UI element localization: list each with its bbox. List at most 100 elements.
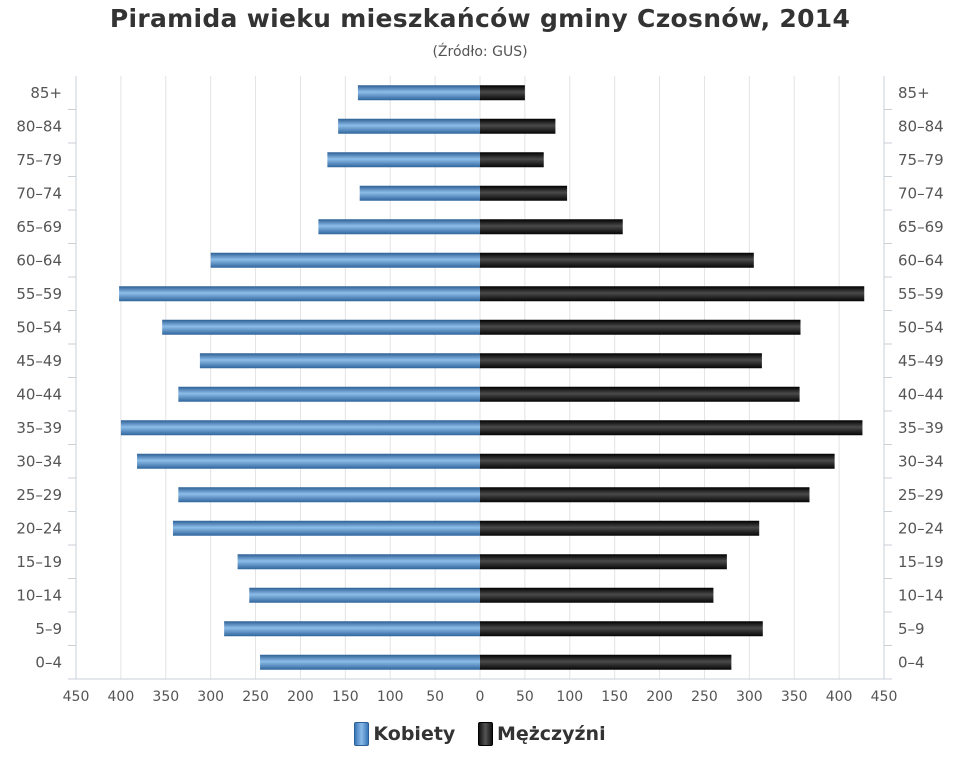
y-tick-label-left: 35–39 — [16, 419, 62, 437]
y-tick-label-right: 60–64 — [898, 251, 944, 269]
bar-female[interactable] — [260, 654, 480, 670]
y-tick-label-left: 85+ — [30, 84, 62, 102]
legend-swatch-male — [477, 722, 493, 746]
bar-female[interactable] — [359, 185, 480, 201]
bar-male[interactable] — [480, 152, 544, 168]
bar-male[interactable] — [480, 654, 732, 670]
y-tick-label-left: 0–4 — [35, 653, 62, 671]
y-tick-label-right: 85+ — [898, 84, 930, 102]
y-tick-label-left: 65–69 — [16, 218, 62, 236]
y-tick-label-right: 10–14 — [898, 586, 944, 604]
x-tick-label: 300 — [736, 689, 763, 705]
x-tick-label: 150 — [601, 689, 628, 705]
x-tick-label: 200 — [287, 689, 314, 705]
y-tick-label-left: 45–49 — [16, 352, 62, 370]
y-tick-label-right: 65–69 — [898, 218, 944, 236]
y-tick-label-right: 5–9 — [898, 620, 925, 638]
legend-label-male: Mężczyźni — [496, 723, 606, 745]
y-tick-label-left: 20–24 — [16, 519, 62, 537]
bar-male[interactable] — [480, 386, 800, 402]
bar-female[interactable] — [338, 118, 480, 134]
x-tick-label: 200 — [646, 689, 673, 705]
bar-male[interactable] — [480, 520, 760, 536]
x-tick-label: 250 — [691, 689, 718, 705]
x-tick-label: 250 — [242, 689, 269, 705]
legend-label-female: Kobiety — [373, 723, 456, 745]
y-tick-label-right: 0–4 — [898, 653, 925, 671]
y-tick-label-right: 25–29 — [898, 486, 944, 504]
y-tick-label-right: 35–39 — [898, 419, 944, 437]
bar-female[interactable] — [120, 420, 480, 436]
bar-female[interactable] — [249, 587, 480, 603]
bar-male[interactable] — [480, 252, 754, 268]
legend-swatch-female — [354, 722, 370, 746]
x-tick-label: 100 — [556, 689, 583, 705]
y-tick-label-right: 50–54 — [898, 318, 944, 336]
bar-female[interactable] — [119, 286, 481, 302]
bar-male[interactable] — [480, 353, 762, 369]
chart-title: Piramida wieku mieszkańców gminy Czosnów… — [109, 4, 851, 33]
x-tick-label: 450 — [63, 689, 90, 705]
legend-item-male[interactable]: Mężczyźni — [477, 722, 606, 746]
bar-female[interactable] — [199, 353, 481, 369]
x-tick-label: 350 — [781, 689, 808, 705]
bar-male[interactable] — [480, 185, 568, 201]
x-tick-label: 350 — [152, 689, 179, 705]
bar-male[interactable] — [480, 420, 863, 436]
y-tick-label-left: 50–54 — [16, 318, 62, 336]
x-tick-label: 400 — [108, 689, 135, 705]
bar-female[interactable] — [162, 319, 481, 335]
y-tick-label-left: 30–34 — [16, 452, 62, 470]
bar-male[interactable] — [480, 621, 763, 637]
y-tick-label-left: 60–64 — [16, 251, 62, 269]
x-tick-label: 300 — [197, 689, 224, 705]
bar-male[interactable] — [480, 118, 556, 134]
x-tick-label: 50 — [426, 689, 444, 705]
x-tick-label: 0 — [476, 689, 485, 705]
y-tick-label-right: 55–59 — [898, 285, 944, 303]
bar-female[interactable] — [172, 520, 480, 536]
bar-female[interactable] — [178, 487, 480, 503]
bar-male[interactable] — [480, 319, 801, 335]
bar-male[interactable] — [480, 286, 865, 302]
y-tick-label-left: 15–19 — [16, 553, 62, 571]
bar-female[interactable] — [178, 386, 480, 402]
bar-female[interactable] — [137, 453, 480, 469]
y-tick-label-right: 40–44 — [898, 385, 944, 403]
y-tick-label-right: 45–49 — [898, 352, 944, 370]
bar-female[interactable] — [210, 252, 480, 268]
bar-female[interactable] — [318, 219, 480, 235]
y-tick-label-left: 55–59 — [16, 285, 62, 303]
bar-male[interactable] — [480, 219, 623, 235]
x-tick-label: 50 — [516, 689, 534, 705]
y-tick-label-right: 75–79 — [898, 151, 944, 169]
x-tick-label: 100 — [377, 689, 404, 705]
y-tick-label-right: 80–84 — [898, 117, 944, 135]
bar-male[interactable] — [480, 587, 714, 603]
bar-female[interactable] — [237, 554, 480, 570]
bar-female[interactable] — [357, 85, 480, 101]
bar-male[interactable] — [480, 554, 727, 570]
bar-male[interactable] — [480, 453, 835, 469]
bar-male[interactable] — [480, 85, 525, 101]
legend-item-female[interactable]: Kobiety — [354, 722, 455, 746]
y-tick-label-left: 70–74 — [16, 184, 62, 202]
y-tick-label-right: 70–74 — [898, 184, 944, 202]
y-tick-label-left: 80–84 — [16, 117, 62, 135]
x-tick-label: 150 — [332, 689, 359, 705]
y-tick-label-left: 5–9 — [35, 620, 62, 638]
x-tick-label: 450 — [871, 689, 898, 705]
y-tick-label-left: 25–29 — [16, 486, 62, 504]
y-tick-label-left: 75–79 — [16, 151, 62, 169]
x-tick-label: 400 — [826, 689, 853, 705]
y-tick-label-right: 30–34 — [898, 452, 944, 470]
legend: Kobiety Mężczyźni — [0, 722, 960, 751]
bar-female[interactable] — [224, 621, 480, 637]
y-tick-label-left: 40–44 — [16, 385, 62, 403]
bar-female[interactable] — [327, 152, 480, 168]
chart-subtitle: (Źródło: GUS) — [432, 44, 528, 60]
bar-male[interactable] — [480, 487, 810, 503]
y-tick-label-left: 10–14 — [16, 586, 62, 604]
